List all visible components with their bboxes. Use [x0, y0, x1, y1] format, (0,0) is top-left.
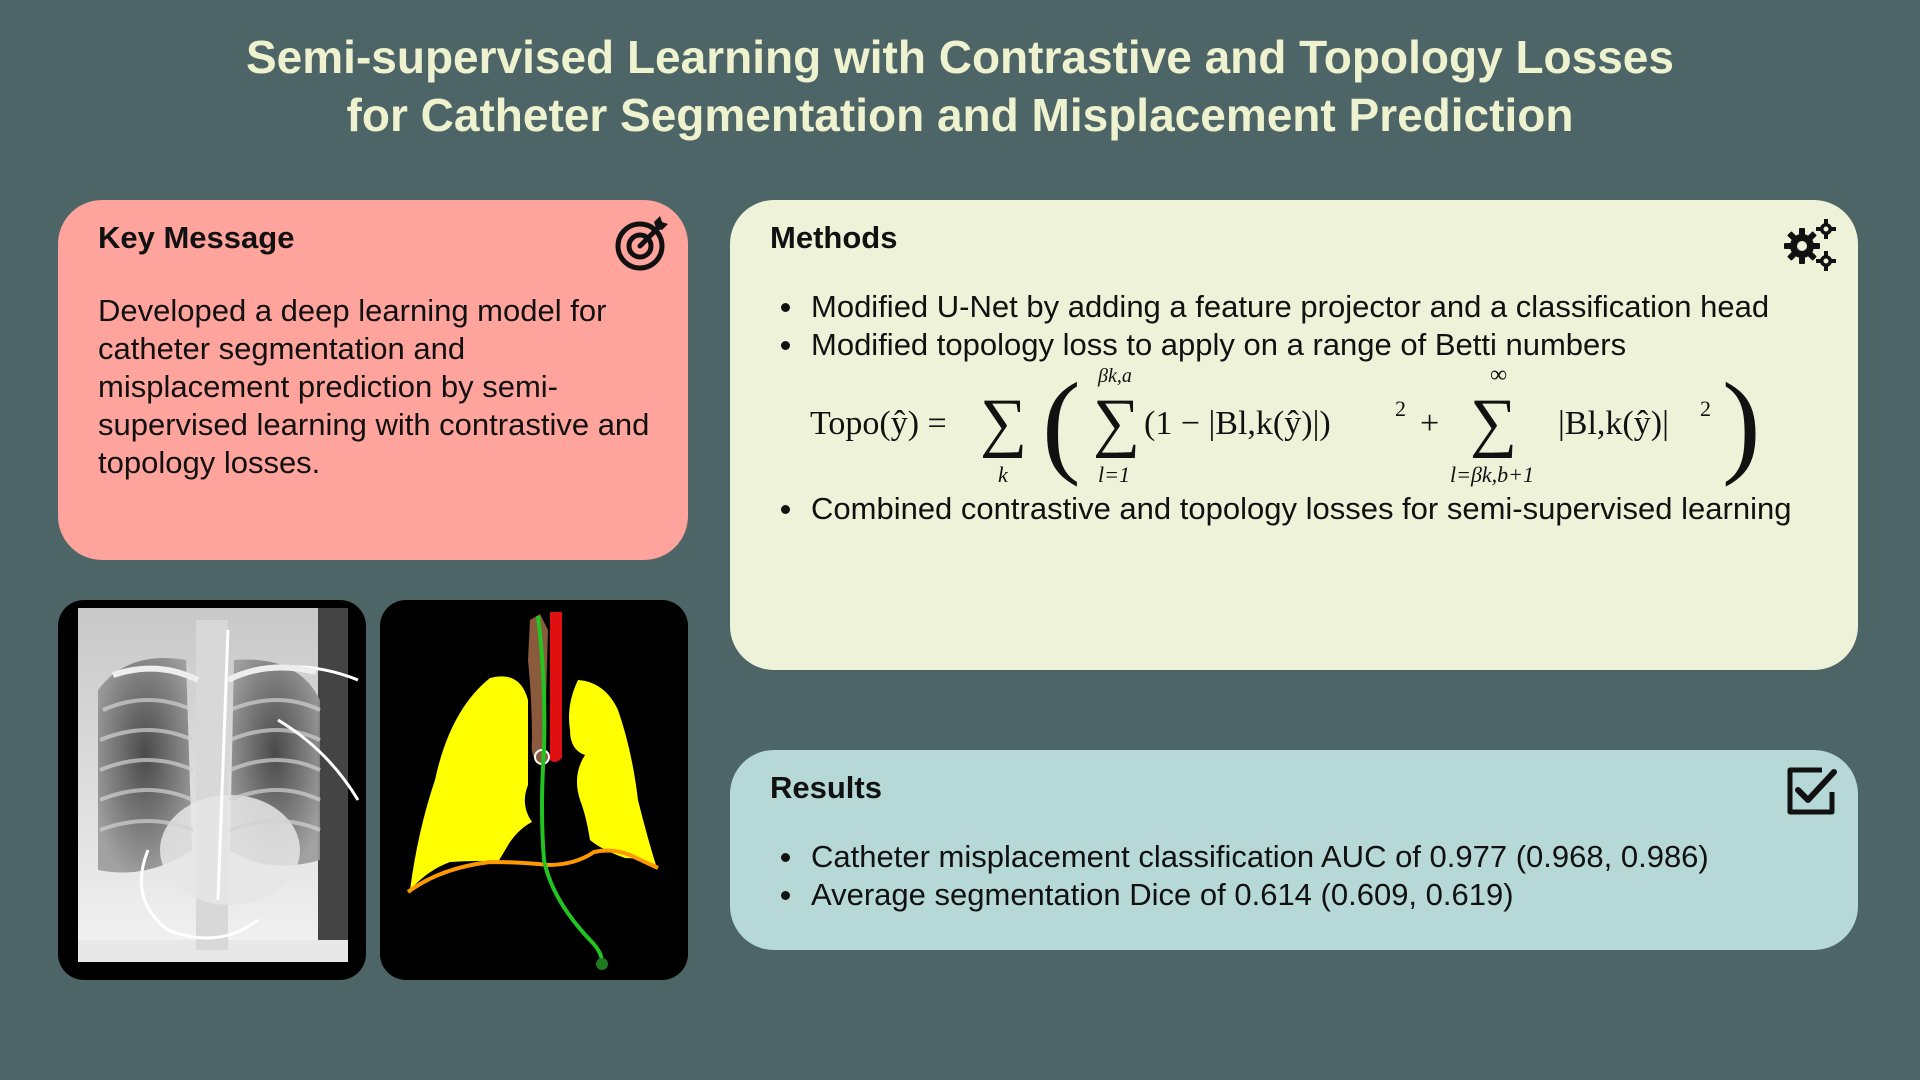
results-heading: Results — [770, 770, 882, 805]
target-icon — [614, 216, 670, 277]
key-message-line: topology losses. — [98, 445, 321, 480]
methods-bullets: Combined contrastive and topology losses… — [770, 490, 1791, 528]
results-bullet: Catheter misplacement classification AUC… — [770, 838, 1709, 876]
poster-title: Semi-supervised Learning with Contrastiv… — [0, 28, 1920, 144]
formula-term-2: |Bl,k(ŷ)| — [1558, 405, 1669, 442]
methods-bullet: Combined contrastive and topology losses… — [770, 490, 1791, 528]
key-message-heading: Key Message — [98, 220, 295, 255]
key-message-line: catheter segmentation and — [98, 331, 466, 366]
results-bullets: Catheter misplacement classification AUC… — [770, 838, 1709, 914]
key-message-line: misplacement prediction by semi- — [98, 369, 559, 404]
formula-sum-symbol: ∑ — [1093, 386, 1140, 459]
formula-paren-left: ( — [1042, 360, 1081, 488]
methods-bullet: Modified topology loss to apply on a ran… — [770, 326, 1769, 364]
checkbox-icon — [1784, 764, 1838, 823]
diaphragm-mask — [406, 848, 659, 894]
formula-sum-sup: βk,a — [1097, 365, 1132, 387]
methods-heading: Methods — [770, 220, 898, 255]
formula-lhs: Topo(ŷ) = — [810, 405, 947, 442]
key-message-card: Key Message Developed a deep learning mo… — [58, 200, 688, 560]
methods-bullet: Modified U-Net by adding a feature proje… — [770, 288, 1769, 326]
results-bullet: Average segmentation Dice of 0.614 (0.60… — [770, 876, 1709, 914]
right-lung-mask — [569, 680, 656, 865]
vessel-mask — [550, 612, 562, 763]
gears-icon — [1782, 216, 1838, 277]
key-message-line: Developed a deep learning model for — [98, 293, 607, 328]
formula-plus: + — [1420, 405, 1439, 442]
formula-power: 2 — [1700, 396, 1711, 421]
results-card: Results Catheter misplacement classifica… — [730, 750, 1858, 950]
chest-xray-image — [58, 600, 366, 980]
formula-power: 2 — [1395, 396, 1406, 421]
formula-sum-symbol: ∑ — [980, 386, 1027, 459]
formula-sum-sub: l=βk,b+1 — [1450, 462, 1534, 487]
segmentation-mask-image — [380, 600, 688, 980]
topology-loss-formula: Topo(ŷ) = ∑ k ( ∑ βk,a l=1 (1 − |Bl,k(ŷ)… — [810, 358, 1810, 493]
formula-paren-right: ) — [1722, 360, 1761, 488]
formula-sum-sub: k — [998, 462, 1009, 487]
methods-bullets: Modified U-Net by adding a feature proje… — [770, 288, 1769, 364]
formula-sum-sub: l=1 — [1098, 462, 1130, 487]
methods-card: Methods Modified U-Net by adding a featu… — [730, 200, 1858, 670]
title-line-1: Semi-supervised Learning with Contrastiv… — [246, 31, 1674, 83]
formula-term-1: (1 − |Bl,k(ŷ)|) — [1144, 405, 1331, 442]
formula-sum-sup: ∞ — [1490, 362, 1507, 388]
catheter-mask — [536, 615, 604, 963]
key-message-line: supervised learning with contrastive and — [98, 407, 650, 442]
key-message-text: Developed a deep learning model for cath… — [98, 292, 663, 482]
title-line-2: for Catheter Segmentation and Misplaceme… — [346, 89, 1574, 141]
left-lung-mask — [410, 676, 532, 890]
formula-sum-symbol: ∑ — [1470, 386, 1517, 459]
